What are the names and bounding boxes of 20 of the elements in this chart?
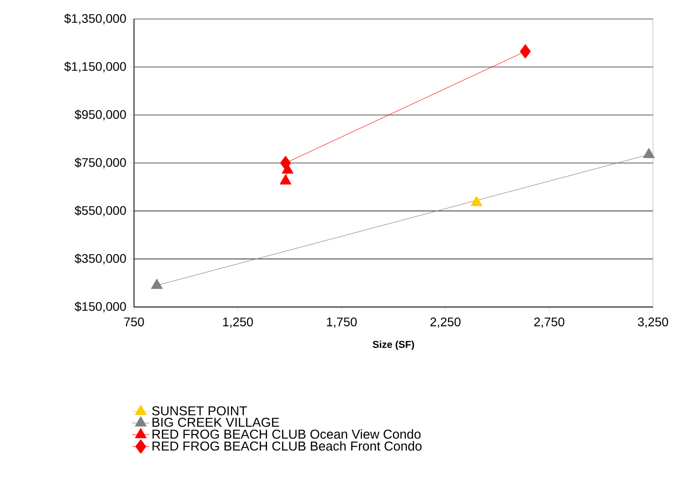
x-tick-label: 2,750: [534, 318, 564, 328]
y-tick-label: $1,350,000: [64, 14, 126, 24]
x-tick-label: 2,250: [430, 318, 460, 328]
x-axis-title: Size (SF): [372, 340, 414, 350]
x-tick-label: 1,250: [223, 318, 253, 328]
y-tick-label: $150,000: [74, 302, 126, 312]
y-tick-label: $750,000: [74, 158, 126, 168]
x-tick-label: 3,250: [638, 318, 668, 328]
point: [470, 196, 482, 206]
y-tick-label: $550,000: [74, 206, 126, 216]
y-tick-label: $1,150,000: [64, 62, 126, 72]
y-tick-label: $950,000: [74, 110, 126, 120]
x-tick-label: 1,750: [326, 318, 357, 328]
legend-label: BIG CREEK VILLAGE: [152, 418, 280, 427]
legend-label: SUNSET POINT: [152, 406, 247, 416]
point: [520, 44, 531, 59]
legend-label: RED FROG BEACH CLUB Beach Front Condo: [152, 441, 422, 451]
y-tick-label: $350,000: [74, 254, 126, 264]
legend-label: RED FROG BEACH CLUB Ocean View Condo: [152, 429, 421, 439]
x-tick-label: 750: [124, 318, 144, 326]
